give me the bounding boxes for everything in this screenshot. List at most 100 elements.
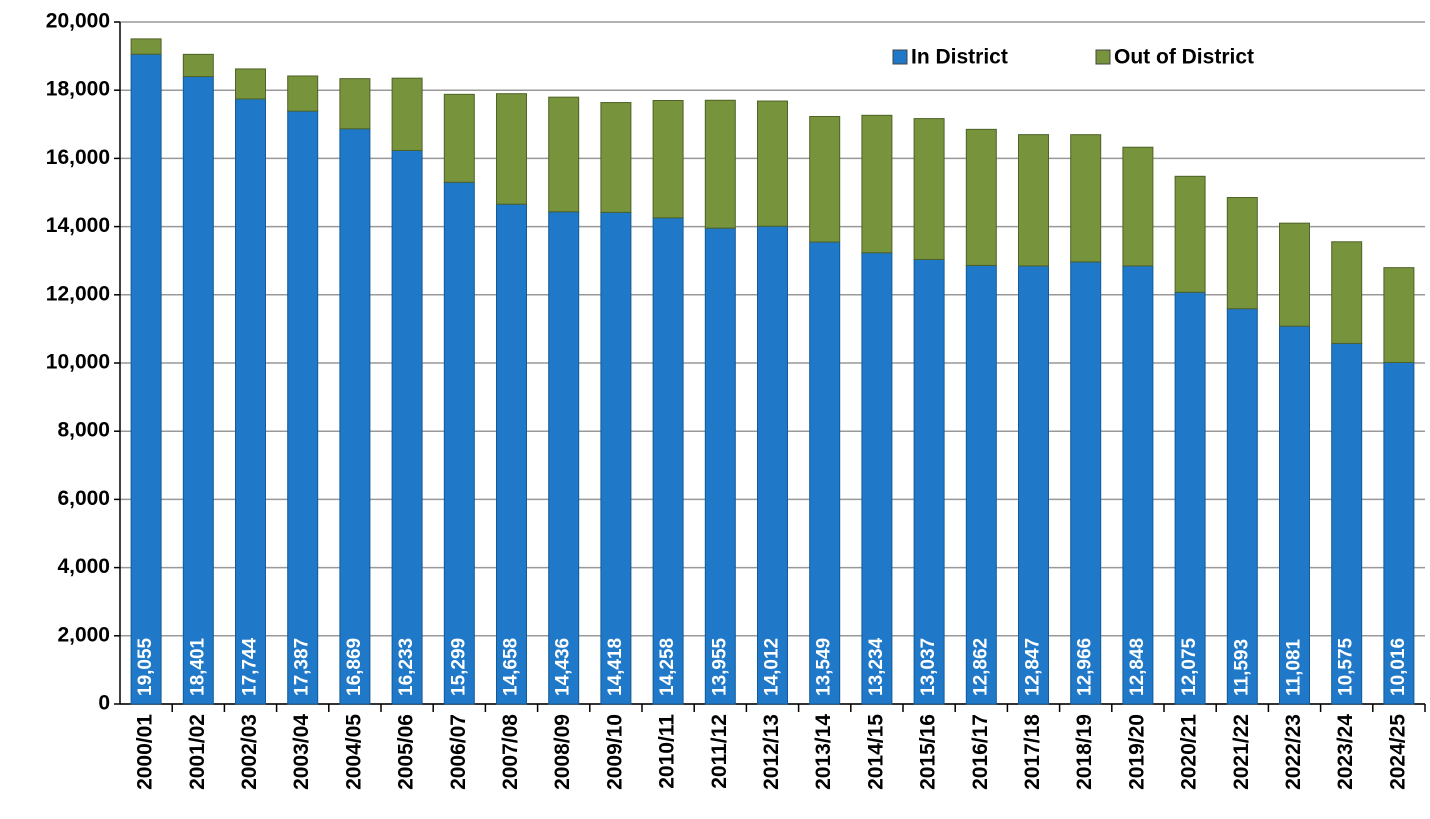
bar-segment [1383, 267, 1415, 363]
data-label: 16,869 [344, 638, 365, 696]
bar-segment [496, 203, 527, 705]
bar-segment [130, 53, 162, 705]
y-tick-label: 18,000 [46, 78, 110, 101]
x-tick-label: 2006/07 [447, 714, 470, 790]
data-label: 11,081 [1284, 639, 1305, 696]
data-label: 15,299 [448, 638, 469, 696]
bar-segment [757, 100, 788, 227]
x-tick-label: 2014/15 [864, 714, 887, 790]
data-label: 19,055 [135, 637, 156, 696]
x-tick-label: 2012/13 [760, 714, 783, 790]
x-tick-label: 2000/01 [134, 714, 157, 790]
x-tick-label: 2005/06 [395, 714, 418, 790]
bar-segment [600, 102, 632, 213]
bar-segment [913, 258, 945, 705]
x-tick-label: 2008/09 [551, 714, 574, 790]
data-label: 14,658 [501, 638, 522, 696]
bar-segment [861, 252, 893, 705]
bar-segment [548, 211, 580, 705]
x-tick-label: 2015/16 [917, 714, 940, 790]
data-label: 12,848 [1127, 638, 1148, 696]
bar-segment [600, 211, 632, 705]
y-tick-label: 6,000 [57, 487, 110, 510]
bar-segment [1018, 265, 1049, 705]
bar-segment [287, 75, 319, 112]
data-label: 14,436 [553, 638, 574, 696]
bar-segment [182, 76, 214, 705]
x-tick-label: 2003/04 [290, 714, 313, 790]
bar-segment [704, 99, 736, 229]
data-label: 12,075 [1179, 637, 1200, 696]
y-tick-label: 8,000 [57, 419, 110, 442]
bar-segment [443, 181, 475, 705]
bar-segment [496, 93, 527, 205]
bar-segment [809, 115, 841, 243]
data-label: 13,549 [814, 638, 835, 696]
data-label: 14,418 [605, 638, 626, 696]
bar-segment [704, 227, 736, 705]
data-label: 16,233 [396, 638, 417, 696]
data-label: 13,955 [709, 637, 730, 696]
data-label: 13,234 [866, 637, 887, 696]
data-label: 18,401 [187, 637, 208, 696]
bar-segment [1279, 222, 1310, 327]
data-label: 12,862 [970, 638, 991, 696]
bar-segment [1070, 261, 1102, 705]
bar-segment [443, 93, 475, 183]
y-tick-label: 16,000 [46, 146, 110, 169]
y-tick-label: 10,000 [46, 351, 110, 374]
x-tick-label: 2020/21 [1178, 714, 1201, 790]
bar-segment [339, 128, 371, 705]
bar-segment [1018, 134, 1049, 267]
bar-segment [182, 53, 214, 78]
bar-segment [339, 78, 371, 130]
x-tick-label: 2024/25 [1386, 714, 1409, 790]
x-tick-label: 2002/03 [238, 714, 261, 790]
bar-segment [809, 241, 841, 705]
bar-segment [965, 264, 997, 705]
y-tick-label: 12,000 [46, 282, 110, 305]
data-label: 14,012 [762, 638, 783, 696]
bar-segment [1174, 291, 1206, 705]
bar-segment [1122, 265, 1154, 705]
bar-segment [235, 68, 266, 100]
data-label: 17,744 [240, 637, 261, 696]
bar-segment [391, 77, 423, 151]
bar-segment [965, 128, 997, 266]
data-label: 14,258 [657, 638, 678, 696]
bar-segment [391, 149, 423, 705]
legend-swatch [892, 49, 908, 65]
x-tick-label: 2007/08 [499, 714, 522, 790]
x-tick-label: 2001/02 [186, 714, 209, 790]
data-label: 11,593 [1231, 639, 1252, 696]
x-tick-label: 2009/10 [603, 714, 626, 790]
bar-segment [652, 99, 684, 219]
y-tick-label: 20,000 [46, 10, 110, 33]
legend-label: In District [911, 46, 1008, 69]
bar-segment [861, 114, 893, 254]
bar-segment [757, 225, 788, 705]
x-tick-label: 2016/17 [969, 714, 992, 790]
bar-segment [1226, 308, 1258, 705]
bar-segment [130, 38, 162, 55]
data-label: 12,966 [1075, 638, 1096, 696]
bar-segment [1331, 241, 1363, 344]
x-tick-label: 2019/20 [1125, 714, 1148, 790]
bar-segment [1383, 361, 1415, 705]
y-tick-label: 14,000 [46, 214, 110, 237]
bar-segment [652, 217, 684, 705]
legend-swatch [1095, 49, 1111, 65]
x-tick-label: 2023/24 [1334, 714, 1357, 790]
x-tick-label: 2011/12 [708, 714, 731, 789]
data-label: 10,016 [1388, 638, 1409, 696]
x-tick-label: 2022/23 [1282, 714, 1305, 790]
legend-label: Out of District [1114, 46, 1254, 69]
bar-segment [913, 118, 945, 260]
data-label: 10,575 [1336, 637, 1357, 696]
x-tick-label: 2018/19 [1073, 714, 1096, 790]
y-tick-label: 0 [98, 692, 110, 715]
x-tick-label: 2010/11 [656, 714, 679, 789]
data-label: 17,387 [292, 638, 313, 696]
data-label: 12,847 [1023, 638, 1044, 696]
